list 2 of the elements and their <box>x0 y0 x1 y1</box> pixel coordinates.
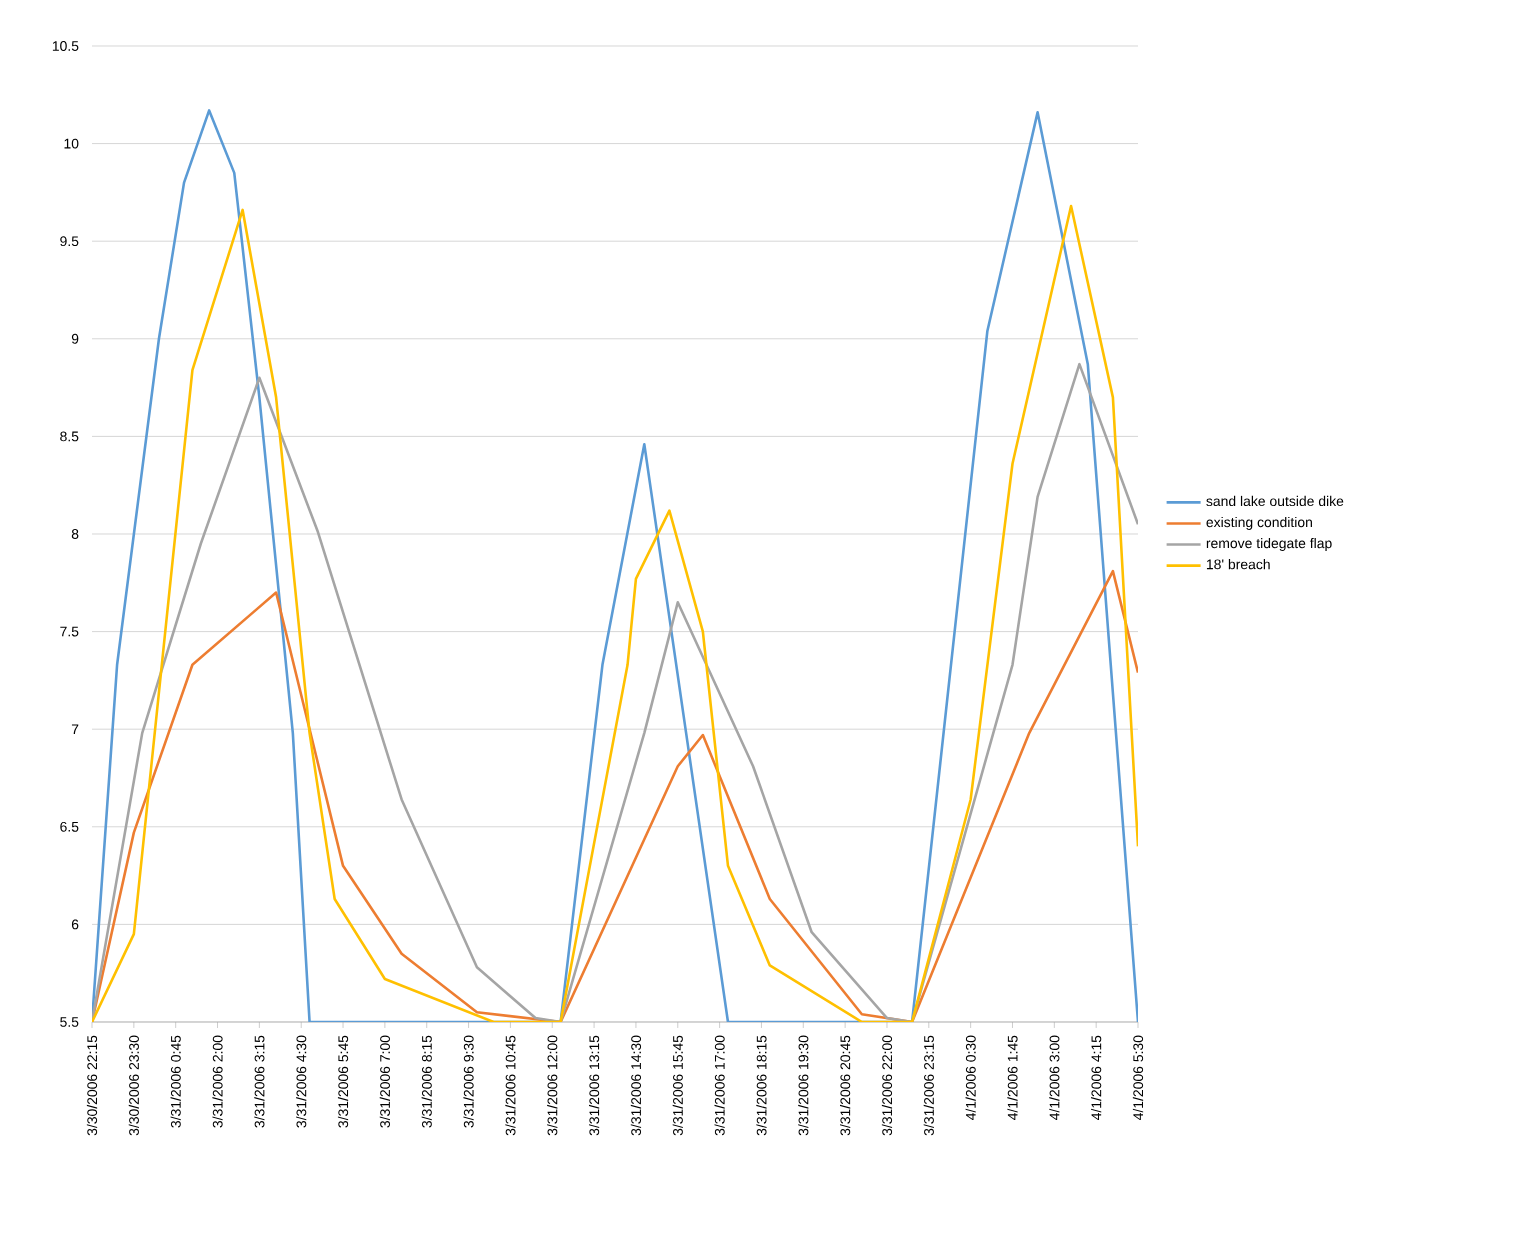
line-series <box>92 569 1139 1022</box>
line-series <box>92 362 1139 1022</box>
